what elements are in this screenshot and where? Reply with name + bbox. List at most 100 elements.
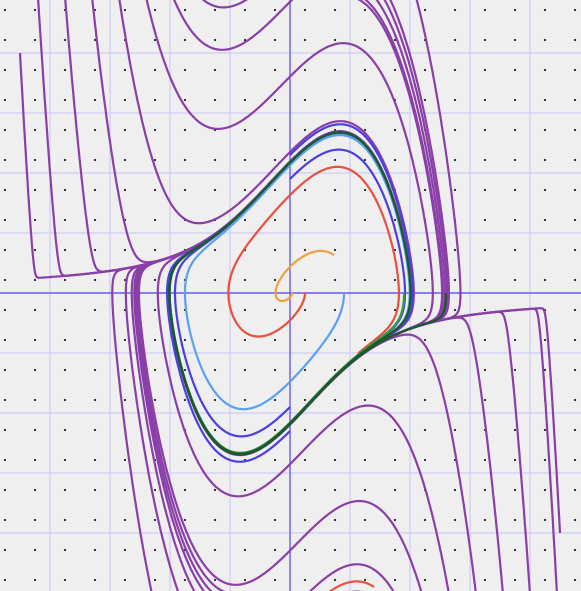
field-dot: [273, 548, 277, 552]
field-dot: [213, 188, 217, 192]
field-dot: [423, 68, 427, 72]
field-dot: [183, 458, 187, 462]
field-dot: [423, 458, 427, 462]
field-dot: [573, 338, 577, 342]
field-dot: [213, 548, 217, 552]
field-dot: [543, 548, 547, 552]
field-dot: [483, 488, 487, 492]
field-dot: [243, 428, 247, 432]
field-dot: [33, 278, 37, 282]
field-dot: [303, 98, 307, 102]
field-dot: [363, 308, 367, 312]
field-dot: [153, 548, 157, 552]
field-dot: [63, 308, 67, 312]
field-dot: [543, 458, 547, 462]
field-dot: [93, 458, 97, 462]
field-dot: [3, 398, 7, 402]
field-dot: [3, 278, 7, 282]
field-dot: [393, 38, 397, 42]
field-dot: [543, 128, 547, 132]
field-dot: [153, 518, 157, 522]
field-dot: [33, 458, 37, 462]
field-dot: [63, 338, 67, 342]
field-dot: [303, 578, 307, 582]
field-dot: [513, 158, 517, 162]
field-dot: [153, 188, 157, 192]
field-dot: [573, 98, 577, 102]
field-dot: [303, 338, 307, 342]
field-dot: [483, 128, 487, 132]
field-dot: [93, 68, 97, 72]
field-dot: [63, 518, 67, 522]
field-dot: [123, 188, 127, 192]
field-dot: [123, 128, 127, 132]
field-dot: [213, 38, 217, 42]
field-dot: [33, 338, 37, 342]
field-dot: [63, 428, 67, 432]
field-dot: [483, 68, 487, 72]
field-dot: [363, 518, 367, 522]
field-dot: [243, 368, 247, 372]
field-dot: [303, 8, 307, 12]
field-dot: [213, 278, 217, 282]
field-dot: [93, 368, 97, 372]
field-dot: [423, 428, 427, 432]
field-dot: [453, 38, 457, 42]
field-dot: [393, 338, 397, 342]
field-dot: [423, 188, 427, 192]
field-dot: [183, 128, 187, 132]
field-dot: [513, 248, 517, 252]
field-dot: [153, 8, 157, 12]
field-dot: [213, 368, 217, 372]
field-dot: [363, 248, 367, 252]
trajectory: [308, 563, 395, 591]
field-dot: [363, 158, 367, 162]
field-dot: [183, 68, 187, 72]
field-dot: [333, 488, 337, 492]
field-dot: [573, 158, 577, 162]
field-dot: [543, 98, 547, 102]
field-dot: [333, 68, 337, 72]
field-dot: [213, 8, 217, 12]
field-dot: [573, 248, 577, 252]
field-dot: [423, 548, 427, 552]
field-dot: [453, 398, 457, 402]
field-dot: [273, 578, 277, 582]
field-dot: [93, 428, 97, 432]
field-dot: [33, 38, 37, 42]
field-dot: [3, 68, 7, 72]
field-dot: [543, 278, 547, 282]
field-dot: [303, 248, 307, 252]
field-dot: [513, 98, 517, 102]
field-dot: [423, 368, 427, 372]
field-dot: [3, 8, 7, 12]
field-dot: [333, 458, 337, 462]
field-dot: [543, 158, 547, 162]
field-dot: [63, 98, 67, 102]
field-dot: [333, 428, 337, 432]
field-dot: [333, 158, 337, 162]
field-dot: [513, 218, 517, 222]
field-dot: [153, 98, 157, 102]
field-dot: [3, 338, 7, 342]
field-dot: [123, 338, 127, 342]
field-dot: [243, 68, 247, 72]
field-dot: [3, 548, 7, 552]
field-dot: [153, 38, 157, 42]
field-dot: [303, 308, 307, 312]
field-dot: [303, 488, 307, 492]
field-dot: [573, 428, 577, 432]
trajectory: [274, 249, 336, 303]
field-dot: [483, 188, 487, 192]
field-dot: [393, 398, 397, 402]
field-dot: [123, 8, 127, 12]
field-dot: [243, 8, 247, 12]
field-dot: [243, 578, 247, 582]
field-dot: [483, 458, 487, 462]
field-dot: [273, 8, 277, 12]
field-dot: [153, 398, 157, 402]
field-dot: [93, 338, 97, 342]
field-dot: [123, 398, 127, 402]
field-dot: [363, 278, 367, 282]
field-dot: [213, 98, 217, 102]
